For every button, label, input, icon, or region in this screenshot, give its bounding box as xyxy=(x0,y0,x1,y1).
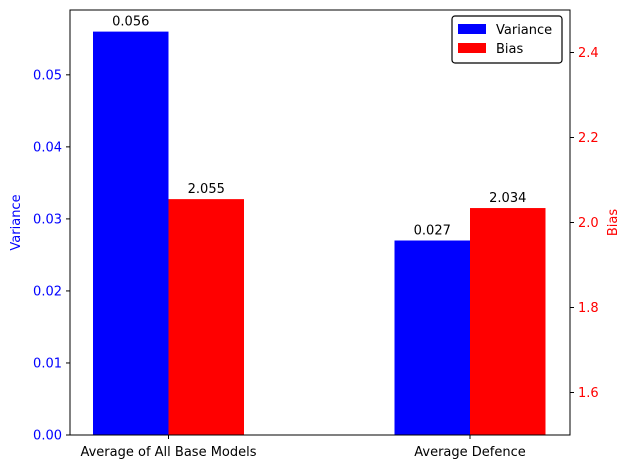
bar-variance-0 xyxy=(93,31,169,435)
legend-swatch-variance xyxy=(458,24,486,34)
legend-swatch-bias xyxy=(458,43,486,53)
bar-data-labels: 0.056 0.027 2.055 2.034 xyxy=(112,15,526,239)
legend: Variance Bias xyxy=(451,15,563,64)
bar-bias-0 xyxy=(168,199,244,435)
left-tick-label-4: 0.04 xyxy=(33,140,62,155)
left-tick-label-3: 0.03 xyxy=(33,212,62,227)
left-tick-label-1: 0.01 xyxy=(33,356,62,371)
right-axis-title: Bias xyxy=(606,209,621,236)
bar-group xyxy=(93,31,546,435)
right-tick-label-4: 2.4 xyxy=(578,46,599,61)
legend-label-variance: Variance xyxy=(496,23,552,38)
data-label-variance-1: 0.027 xyxy=(414,224,451,239)
right-tick-label-1: 1.8 xyxy=(578,301,599,316)
left-tick-label-0: 0.00 xyxy=(33,429,62,444)
left-axis-title: Variance xyxy=(9,194,24,250)
x-axis-ticks: Average of All Base Models Average Defenc… xyxy=(80,435,526,460)
bar-bias-1 xyxy=(470,208,546,435)
x-tick-label-1: Average Defence xyxy=(414,445,525,460)
right-axis-ticks: 1.6 1.8 2.0 2.2 2.4 xyxy=(570,46,599,401)
data-label-variance-0: 0.056 xyxy=(112,15,149,30)
bar-variance-1 xyxy=(394,240,470,435)
left-tick-label-5: 0.05 xyxy=(33,68,62,83)
left-tick-label-2: 0.02 xyxy=(33,284,62,299)
data-label-bias-0: 2.055 xyxy=(188,182,225,197)
legend-label-bias: Bias xyxy=(496,42,523,57)
right-tick-label-0: 1.6 xyxy=(578,386,599,401)
right-tick-label-2: 2.0 xyxy=(578,216,599,231)
right-tick-label-3: 2.2 xyxy=(578,131,599,146)
x-tick-label-0: Average of All Base Models xyxy=(80,445,256,460)
data-label-bias-1: 2.034 xyxy=(489,191,526,206)
left-axis-ticks: 0.00 0.01 0.02 0.03 0.04 0.05 xyxy=(33,68,70,444)
